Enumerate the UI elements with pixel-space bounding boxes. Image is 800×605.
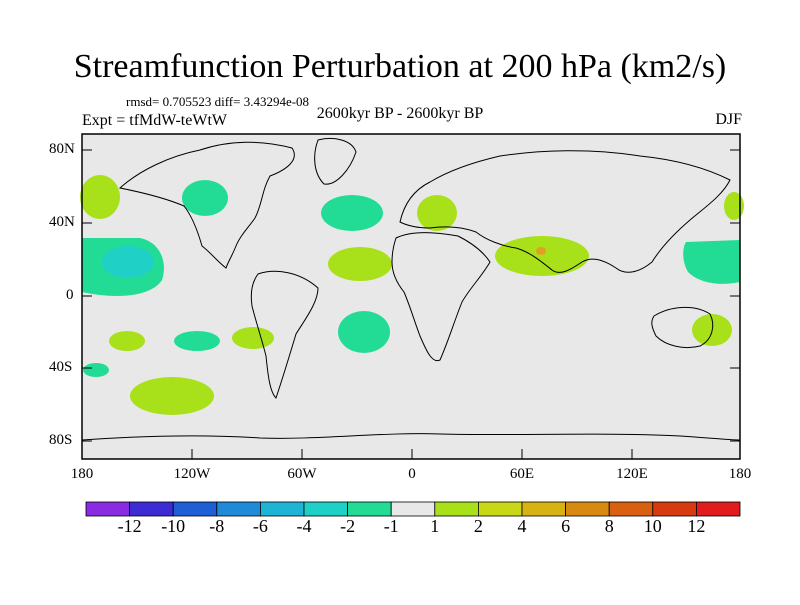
- colorbar-label: 4: [517, 516, 527, 536]
- colorbar-swatch: [129, 501, 174, 517]
- anomaly-region-ne-pacific: [724, 192, 744, 220]
- anomaly-region-nw-pacific: [80, 175, 120, 219]
- y-ticks: [82, 149, 740, 442]
- colorbar-swatch: [434, 501, 479, 517]
- colorbar-swatch: [347, 501, 392, 517]
- anomaly-region-s-atlantic: [338, 311, 390, 353]
- colorbar: [85, 501, 741, 517]
- anomaly-region-europe: [417, 195, 457, 231]
- colorbar-label: 6: [561, 516, 571, 536]
- coast-africa: [391, 232, 491, 362]
- coast-south-america: [250, 270, 319, 399]
- y-label-40n: 40N: [49, 214, 75, 230]
- colorbar-label: 1: [430, 516, 440, 536]
- colorbar-swatch: [608, 501, 654, 517]
- chart-title: Streamfunction Perturbation at 200 hPa (…: [73, 48, 727, 85]
- x-label-180w: 180: [70, 466, 94, 482]
- x-ticks: [81, 449, 741, 459]
- colorbar-label: 2: [473, 516, 483, 536]
- experiment-label: Expt = tfMdW-teWtW: [82, 112, 227, 129]
- colorbar-swatch: [390, 501, 436, 517]
- colorbar-label: -8: [209, 516, 225, 536]
- y-label-80s: 80S: [49, 432, 73, 448]
- coastlines: [81, 138, 741, 441]
- x-label-0: 0: [408, 466, 416, 482]
- colorbar-swatch: [172, 501, 218, 517]
- colorbar-swatch: [85, 501, 130, 517]
- anomaly-core-indian: [536, 247, 546, 255]
- colorbar-label: 12: [687, 516, 706, 536]
- colorbar-label: -12: [117, 516, 142, 536]
- rmsd-diff-stats: rmsd= 0.705523 diff= 3.43294e-08: [126, 94, 310, 109]
- colorbar-swatch: [259, 501, 305, 517]
- anomaly-region-sw-pacific-small: [83, 363, 109, 377]
- anomaly-region-w-pacific: [683, 240, 740, 284]
- colorbar-swatch: [652, 501, 697, 517]
- y-label-80n: 80N: [49, 141, 75, 157]
- y-label-40s: 40S: [49, 359, 73, 375]
- coast-australia: [651, 307, 714, 349]
- anomaly-region-indian: [495, 236, 589, 276]
- x-label-180e: 180: [728, 466, 752, 482]
- anomaly-region-southern-pacific: [130, 377, 214, 415]
- colorbar-swatch: [565, 501, 610, 517]
- colorbar-label: 8: [604, 516, 614, 536]
- colorbar-label: -1: [383, 516, 399, 536]
- coast-north-america: [118, 141, 295, 269]
- colorbar-swatch: [303, 501, 348, 517]
- anomaly-core-central-pacific: [102, 246, 154, 278]
- anomaly-region-s-pacific-c: [232, 327, 274, 349]
- colorbar-swatch: [521, 501, 566, 517]
- x-label-120e: 120E: [616, 466, 648, 482]
- x-label-60w: 60W: [287, 466, 317, 482]
- x-label-60e: 60E: [509, 466, 535, 482]
- anomaly-region-nw-america: [182, 180, 228, 216]
- colorbar-label: 10: [643, 516, 662, 536]
- anomaly-region-s-pacific-b: [174, 331, 220, 351]
- colorbar-swatch: [216, 501, 261, 517]
- anomaly-region-s-pacific-small: [109, 331, 145, 351]
- colorbar-swatch: [696, 501, 741, 517]
- colorbar-label: -10: [161, 516, 186, 536]
- colorbar-swatch: [477, 501, 523, 517]
- x-label-120w: 120W: [173, 466, 211, 482]
- period-label: 2600kyr BP - 2600kyr BP: [316, 105, 484, 122]
- colorbar-label: -4: [296, 516, 312, 536]
- anomaly-region-tropical-atlantic: [328, 247, 392, 281]
- coast-eurasia: [399, 150, 731, 273]
- coast-greenland: [314, 138, 357, 185]
- colorbar-label: -2: [340, 516, 356, 536]
- colorbar-label: -6: [252, 516, 268, 536]
- anomaly-region-n-atlantic: [321, 195, 383, 231]
- y-label-0: 0: [66, 287, 74, 303]
- season-label: DJF: [715, 111, 742, 128]
- coast-antarctica: [81, 433, 741, 441]
